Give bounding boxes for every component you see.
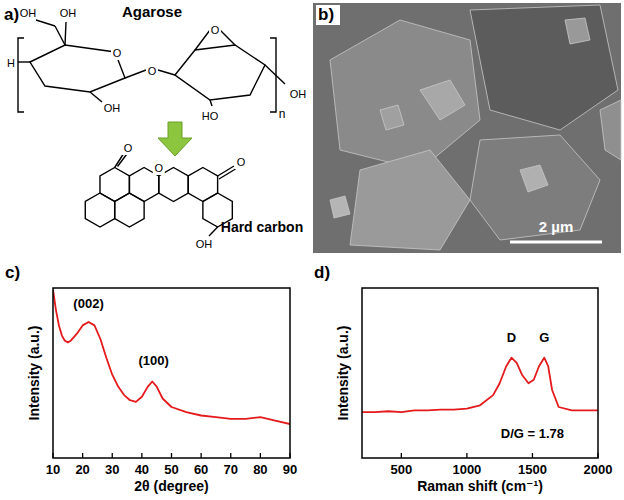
- atom: OH: [290, 88, 307, 100]
- tick-label: 20: [75, 462, 89, 477]
- ring: [85, 193, 114, 227]
- scale-bar-label: 2 µm: [539, 218, 574, 235]
- particle: [470, 135, 600, 240]
- bond: [220, 30, 235, 45]
- bracket: [270, 38, 276, 112]
- bond: [55, 26, 65, 45]
- plot-area: [362, 358, 598, 412]
- atom-bg: [194, 237, 214, 251]
- atom: O: [211, 24, 220, 36]
- atom: OH: [20, 7, 37, 19]
- tick-label: 80: [253, 462, 267, 477]
- annotation: G: [539, 330, 549, 345]
- atom-bg: [235, 155, 247, 169]
- tick-label: 1500: [518, 462, 547, 477]
- atom: HO: [202, 110, 219, 122]
- atom: OH: [60, 7, 77, 19]
- bond: [125, 70, 146, 78]
- tick-label: 70: [224, 462, 238, 477]
- atom-bg: [146, 64, 158, 78]
- bracket: [18, 38, 24, 112]
- chart: d) 500 1000 1500 2000 D G D/G = 1.78 Raman shift…: [314, 263, 612, 494]
- bond: [210, 100, 212, 106]
- bond: [18, 61, 30, 62]
- chart: c) 10 20 30 40 50 60 70 80 90 (002) (100) 2θ (degree…: [5, 263, 297, 494]
- axis-title: Intensity (a.u.): [26, 326, 42, 421]
- ring: [30, 45, 125, 92]
- bond: [90, 92, 102, 102]
- atom: OH: [104, 102, 121, 114]
- particle: [565, 18, 590, 44]
- bond: [219, 169, 236, 179]
- atom: O: [155, 162, 164, 174]
- atom-bg: [209, 23, 221, 37]
- atom: OH: [196, 238, 213, 250]
- axis-title: 2θ (degree): [134, 478, 208, 494]
- atom: O: [124, 142, 133, 154]
- atom: H: [7, 57, 15, 69]
- atom-bg: [122, 141, 134, 155]
- particle: [420, 80, 465, 120]
- bond: [265, 65, 285, 84]
- axis-title: Intensity (a.u.): [335, 326, 351, 421]
- panel-letter: a): [4, 5, 19, 24]
- figure: a) Agarose OH OH H OH O O O OH HO n O O O OH Hard carbon…: [0, 0, 624, 500]
- particle: [330, 196, 350, 218]
- scale-bar: [510, 241, 602, 244]
- bond: [118, 155, 127, 167]
- annotation: (100): [139, 353, 169, 368]
- letter-bg: [316, 5, 340, 25]
- particle: [330, 20, 480, 170]
- frame: [53, 288, 290, 458]
- atom: O: [148, 65, 157, 77]
- bond: [36, 20, 55, 26]
- tick-label: 1000: [452, 462, 481, 477]
- bond: [209, 227, 218, 236]
- annotation: D: [507, 330, 516, 345]
- tick-label: 60: [194, 462, 208, 477]
- tick-label: 50: [164, 462, 178, 477]
- particle: [600, 100, 621, 160]
- panel-letter: d): [314, 263, 330, 282]
- arrow: [158, 122, 192, 156]
- bond: [65, 22, 66, 45]
- ring: [115, 193, 144, 227]
- ring: [188, 168, 217, 202]
- panel-a: a) Agarose OH OH H OH O O O OH HO n O O O OH Hard carbon: [4, 3, 306, 251]
- atom: n: [279, 107, 286, 121]
- atom-bg: [111, 46, 123, 60]
- tick-label: 90: [283, 462, 297, 477]
- particle: [350, 150, 470, 250]
- atom: O: [113, 47, 122, 59]
- tick-label: 2000: [584, 462, 613, 477]
- tick-label: 10: [46, 462, 60, 477]
- data-line: [53, 290, 290, 424]
- particle: [470, 5, 618, 130]
- particle: [380, 105, 404, 130]
- frame: [362, 288, 598, 458]
- sem-image: [313, 3, 621, 253]
- annotation: D/G = 1.78: [501, 426, 564, 441]
- panel-b: b) 2 µm: [313, 3, 621, 253]
- title: Agarose: [122, 3, 182, 20]
- plot-area: [53, 290, 290, 424]
- panel-letter: c): [5, 263, 20, 282]
- data-line: [362, 358, 598, 412]
- ring: [100, 168, 129, 202]
- ring: [175, 45, 265, 100]
- panel-letter: b): [318, 5, 334, 24]
- tick-label: 30: [105, 462, 119, 477]
- tick-label: 40: [135, 462, 149, 477]
- bond: [195, 30, 210, 50]
- atom-bg: [153, 161, 165, 175]
- bond: [158, 70, 175, 75]
- particle: [520, 165, 548, 192]
- tick-label: 500: [390, 462, 412, 477]
- atom: O: [237, 156, 246, 168]
- annotation: (002): [73, 296, 103, 311]
- axis-title: Raman shift (cm⁻¹): [417, 478, 543, 494]
- title: Hard carbon: [221, 219, 303, 235]
